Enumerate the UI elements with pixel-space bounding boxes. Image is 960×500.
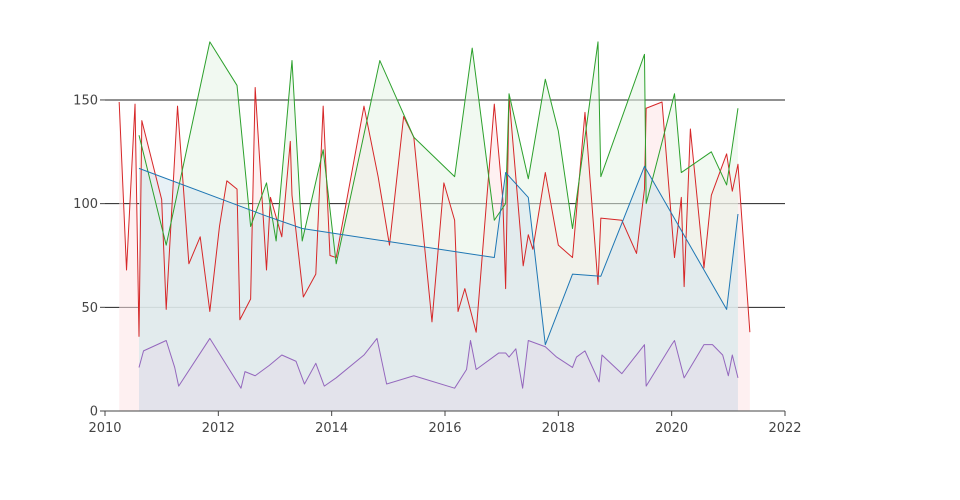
x-tick-label-2022: 2022 (768, 421, 801, 436)
x-tick-label-2016: 2016 (428, 421, 461, 436)
series-1-line (118, 87, 751, 337)
series-4-area (139, 338, 738, 411)
y-tick-label-150: 150 (73, 93, 98, 108)
y-tick-label-100: 100 (73, 197, 98, 212)
x-tick-label-2010: 2010 (88, 421, 121, 436)
series-4-line (138, 337, 739, 389)
series-lines (118, 41, 751, 389)
x-axis-ticks: 2010 2012 2014 2016 2018 2020 2022 (88, 411, 802, 436)
series-3-line (138, 165, 739, 346)
series-2-line (138, 41, 739, 265)
y-axis-ticks: 0 50 100 150 (73, 93, 105, 420)
x-tick-label-2020: 2020 (655, 421, 688, 436)
x-tick-label-2012: 2012 (202, 421, 235, 436)
x-tick-label-2018: 2018 (542, 421, 575, 436)
area-fills (119, 41, 750, 411)
x-tick-label-2014: 2014 (315, 421, 348, 436)
y-tick-label-0: 0 (90, 405, 98, 420)
y-tick-label-50: 50 (81, 301, 98, 316)
series-3-area (139, 166, 738, 411)
